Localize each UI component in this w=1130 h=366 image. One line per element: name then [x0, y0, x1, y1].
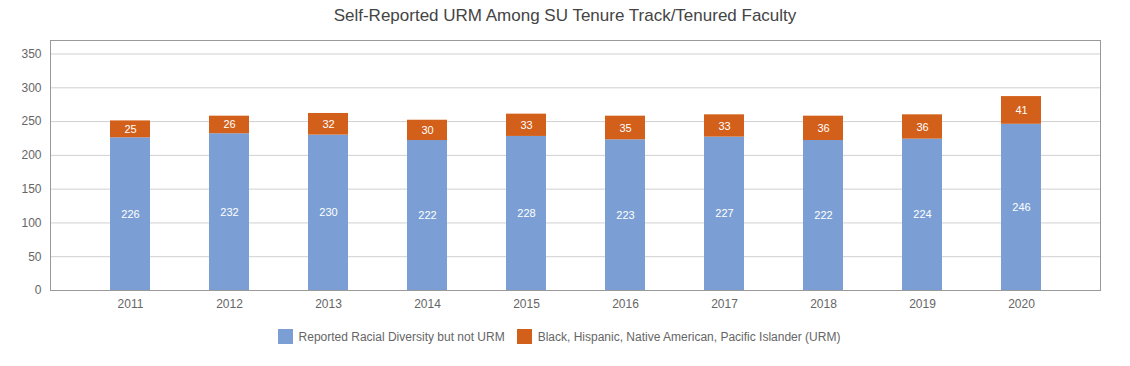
svg-text:2013: 2013	[315, 297, 342, 311]
svg-text:33: 33	[520, 119, 532, 131]
svg-text:2014: 2014	[414, 297, 441, 311]
svg-text:2015: 2015	[513, 297, 540, 311]
svg-text:26: 26	[223, 118, 235, 130]
svg-text:232: 232	[220, 206, 238, 218]
svg-text:227: 227	[715, 207, 733, 219]
svg-text:2020: 2020	[1008, 297, 1035, 311]
svg-text:250: 250	[21, 114, 41, 128]
svg-text:35: 35	[619, 122, 631, 134]
html-text:Self-Reported URM Among SU Ten: Self-Reported URM Among SU Tenure Track/…	[333, 6, 797, 25]
svg-text:2019: 2019	[909, 297, 936, 311]
svg-text:36: 36	[916, 121, 928, 133]
svg-text:32: 32	[322, 118, 334, 130]
svg-text:222: 222	[418, 209, 436, 221]
svg-text:2011: 2011	[118, 297, 144, 311]
svg-text:300: 300	[21, 81, 41, 95]
svg-text:222: 222	[814, 209, 832, 221]
svg-text:228: 228	[517, 207, 535, 219]
svg-text:350: 350	[21, 47, 41, 61]
svg-text:50: 50	[28, 250, 42, 264]
svg-text:0: 0	[35, 283, 42, 297]
svg-text:223: 223	[616, 209, 634, 221]
svg-text:224: 224	[913, 208, 931, 220]
html-text:Reported Racial Diversity but: Reported Racial Diversity but not URM	[298, 329, 505, 344]
svg-text:2016: 2016	[612, 297, 639, 311]
svg-text:33: 33	[718, 119, 730, 131]
svg-text:25: 25	[124, 123, 136, 135]
svg-text:36: 36	[817, 122, 829, 134]
svg-text:30: 30	[421, 124, 433, 136]
svg-text:200: 200	[21, 148, 41, 162]
svg-text:2017: 2017	[711, 297, 738, 311]
svg-text:2012: 2012	[216, 297, 243, 311]
svg-text:246: 246	[1012, 201, 1030, 213]
svg-text:150: 150	[21, 182, 41, 196]
svg-text:230: 230	[319, 206, 337, 218]
svg-text:226: 226	[121, 208, 139, 220]
svg-text:41: 41	[1015, 104, 1027, 116]
html-text:Black, Hispanic, Native Americ: Black, Hispanic, Native American, Pacifi…	[537, 329, 841, 344]
svg-text:100: 100	[21, 216, 41, 230]
svg-text:2018: 2018	[810, 297, 837, 311]
